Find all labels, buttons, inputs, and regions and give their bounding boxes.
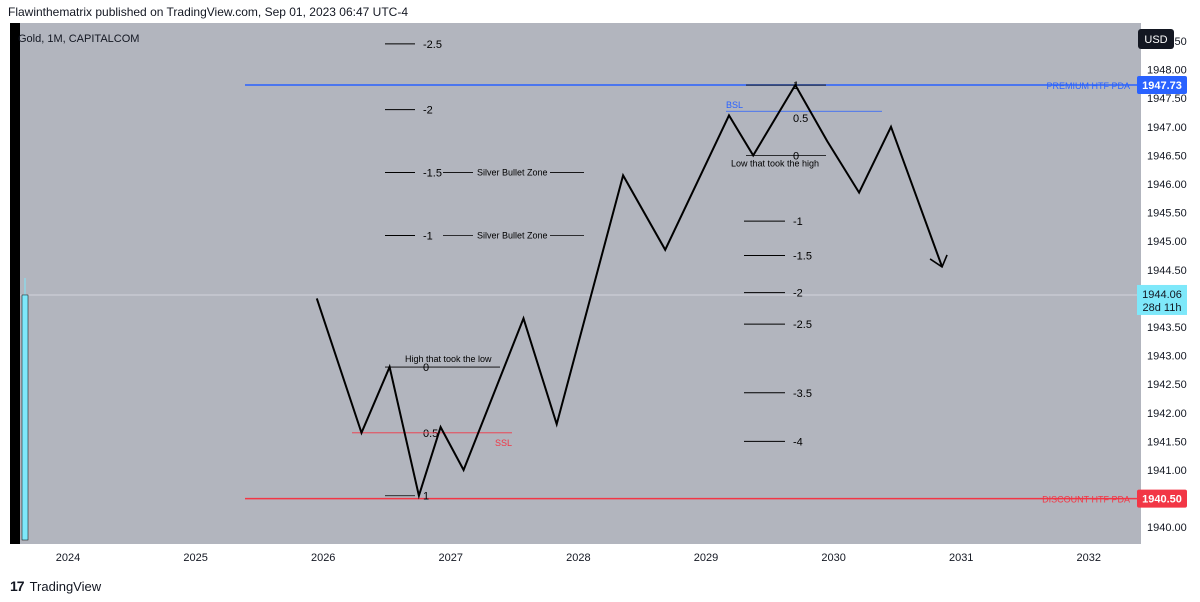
y-tick-label: 1946.00 (1147, 179, 1187, 191)
silver-bullet-zone-label: Silver Bullet Zone (477, 230, 548, 240)
levels-layer: PREMIUM HTF PDA DISCOUNT HTF PDA (245, 81, 1141, 505)
premium-price-tag-bg (1137, 76, 1187, 95)
current-price-countdown: 28d 11h (1143, 302, 1182, 314)
candle-body (21, 294, 29, 541)
y-tick-label: 1947.50 (1147, 93, 1187, 105)
bsl-label: BSL (726, 100, 743, 110)
x-tick-label: 2028 (566, 552, 590, 564)
right-fib-label: 0 (793, 150, 799, 162)
x-tick-label: 2026 (311, 552, 335, 564)
symbol-label: Gold, 1M, CAPITALCOM (18, 33, 139, 45)
current-price-value: 1944.06 (1142, 289, 1182, 301)
current-price-tag-bg (1137, 284, 1187, 315)
y-tick-label: 1943.00 (1147, 351, 1187, 363)
right-fib-label: -4 (793, 436, 803, 448)
time-axis[interactable] (10, 544, 1141, 572)
x-tick-label: 2024 (56, 552, 80, 564)
silver-bullet-zone-label: Silver Bullet Zone (477, 168, 548, 178)
path-layer (315, 83, 948, 500)
tradingview-logo[interactable]: 17 TradingView (10, 578, 101, 594)
left-fib-label: 0.5 (423, 428, 438, 440)
y-tick-label: 1948.00 (1147, 65, 1187, 77)
right-fib-label: -2.5 (793, 319, 812, 331)
left-edge-bar (10, 23, 20, 544)
y-tick-label: 1940.00 (1147, 522, 1187, 534)
low-took-high-label: Low that took the high (731, 158, 819, 168)
discount-price-tag-bg (1137, 489, 1187, 508)
premium-price-tag-value: 1947.73 (1142, 80, 1182, 92)
left-fib-label: -1 (423, 230, 433, 242)
projected-price-path (315, 83, 944, 500)
arrow-head (929, 254, 948, 269)
left-fib-label: -1.5 (423, 168, 442, 180)
axis-layer: 1948.501948.001947.501947.001946.501946.… (56, 36, 1187, 564)
y-tick-label: 1942.50 (1147, 379, 1187, 391)
currency-button-label[interactable]: USD (1144, 34, 1167, 46)
y-tick-label: 1941.50 (1147, 436, 1187, 448)
left-fib-label: -2.5 (423, 39, 442, 51)
right-fib-label: -1 (793, 216, 803, 228)
currency-button[interactable]: USD (1138, 29, 1174, 49)
right-fib-label: -1.5 (793, 251, 812, 263)
y-tick-label: 1942.00 (1147, 408, 1187, 420)
y-tick-label: 1946.50 (1147, 150, 1187, 162)
x-tick-label: 2030 (821, 552, 845, 564)
publisher-header: Flawinthematrix published on TradingView… (8, 5, 409, 19)
right-fib-label: -3.5 (793, 388, 812, 400)
y-tick-label: 1944.50 (1147, 265, 1187, 277)
tradingview-logo-icon: 17 (10, 578, 25, 594)
y-tick-label: 1945.50 (1147, 208, 1187, 220)
tradingview-brand: TradingView (29, 578, 102, 594)
y-tick-label: 1941.00 (1147, 465, 1187, 477)
left-fib-label: -2 (423, 105, 433, 117)
premium-level-label: PREMIUM HTF PDA (1046, 81, 1130, 91)
x-tick-label: 2027 (439, 552, 463, 564)
right-fib-label: -2 (793, 288, 803, 300)
x-tick-label: 2025 (183, 552, 207, 564)
x-tick-label: 2029 (694, 552, 718, 564)
price-axis[interactable] (1141, 23, 1200, 544)
y-tick-label: 1943.50 (1147, 322, 1187, 334)
fib-layer: -2.5 -2 -1.5 Silver Bullet Zone -1 Silver Bul… (352, 39, 882, 503)
ssl-label: SSL (495, 438, 512, 448)
x-tick-label: 2032 (1077, 552, 1101, 564)
y-tick-label: 1945.00 (1147, 236, 1187, 248)
chart-panel (10, 23, 1141, 544)
high-took-low-label: High that took the low (405, 354, 492, 364)
left-fib-label: 1 (423, 491, 429, 503)
discount-level-label: DISCOUNT HTF PDA (1042, 495, 1130, 505)
x-tick-label: 2031 (949, 552, 973, 564)
discount-price-tag-value: 1940.50 (1142, 494, 1182, 506)
right-fib-label: 0.5 (793, 113, 808, 125)
grid-layer (20, 278, 1141, 541)
left-fib-label: 0 (423, 362, 429, 374)
y-tick-label: 1947.00 (1147, 122, 1187, 134)
